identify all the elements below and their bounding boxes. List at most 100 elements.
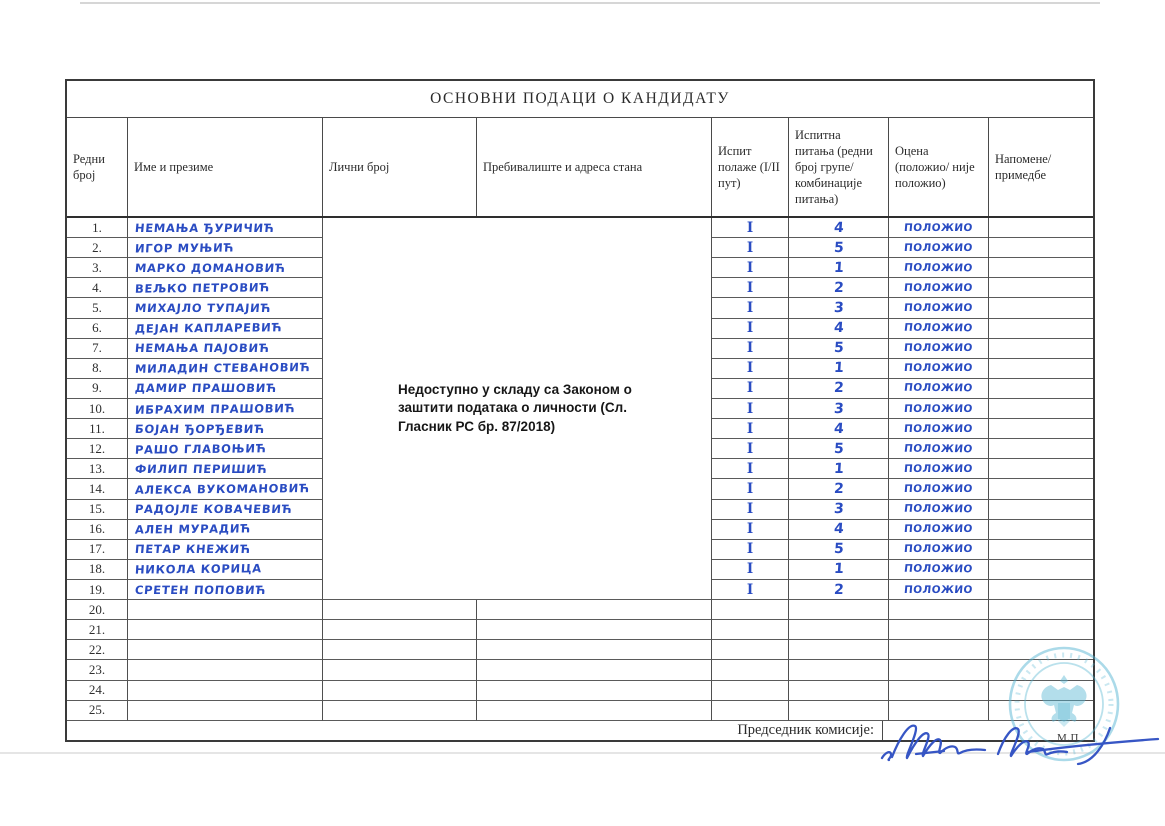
exam-question-cell: 1 xyxy=(789,559,889,580)
header-ordinal: Редни број xyxy=(67,118,128,216)
name-cell: СРЕТЕН ПОПОВИЋ xyxy=(128,579,323,601)
name-cell: АЛЕН МУРАДИЋ xyxy=(128,519,323,540)
exam-question-cell: 2 xyxy=(789,579,889,601)
notes-cell xyxy=(989,540,1093,560)
grade-cell: ПОЛОЖИО xyxy=(889,439,989,460)
name-cell xyxy=(128,660,323,681)
grade-cell xyxy=(889,620,989,641)
grade-cell: ПОЛОЖИО xyxy=(889,579,989,601)
exam-attempt-cell: I xyxy=(712,398,789,420)
exam-attempt-cell: I xyxy=(712,258,789,279)
exam-question-cell xyxy=(789,600,889,621)
name-cell: ПЕТАР КНЕЖИЋ xyxy=(128,539,323,560)
header-personal-id: Лични број xyxy=(323,118,477,216)
exam-question-cell xyxy=(789,620,889,641)
candidate-name: НЕМАЊА ПАЈОВИЋ xyxy=(134,341,271,356)
exam-question-value: 5 xyxy=(833,541,844,558)
exam-attempt-cell: I xyxy=(712,419,789,440)
exam-question-cell xyxy=(789,700,889,721)
grade-value: ПОЛОЖИО xyxy=(903,221,974,234)
name-cell: ДАМИР ПРАШОВИЋ xyxy=(128,378,323,399)
ordinal-cell: 15. xyxy=(67,499,128,520)
exam-question-value: 2 xyxy=(833,480,844,497)
exam-attempt-value: I xyxy=(746,480,754,497)
grade-cell: ПОЛОЖИО xyxy=(889,479,989,500)
name-cell: РАДОЈЛЕ КОВАЧЕВИЋ xyxy=(128,499,323,520)
notes-cell xyxy=(989,319,1093,339)
ordinal-value: 1. xyxy=(92,219,102,235)
grade-cell: ПОЛОЖИО xyxy=(889,358,989,379)
exam-attempt-value: I xyxy=(746,400,754,417)
header-exam-attempt: Испит полаже (I/II пут) xyxy=(712,118,789,216)
exam-question-value: 1 xyxy=(833,561,844,578)
ordinal-cell: 4. xyxy=(67,278,128,299)
name-cell: ИГОР МУЊИЋ xyxy=(128,238,323,259)
personal-id-cell xyxy=(323,660,477,681)
notes-cell xyxy=(989,459,1093,480)
grade-cell: ПОЛОЖИО xyxy=(889,398,989,420)
exam-attempt-value: I xyxy=(746,521,754,538)
grade-cell: ПОЛОЖИО xyxy=(889,278,989,299)
exam-question-value: 2 xyxy=(833,279,844,296)
notes-cell xyxy=(989,298,1093,319)
name-cell: МИХАЈЛО ТУПАЈИЋ xyxy=(128,298,323,319)
exam-attempt-cell: I xyxy=(712,579,789,601)
ordinal-value: 23. xyxy=(88,661,106,677)
name-cell: НИКОЛА КОРИЦА xyxy=(128,559,323,580)
candidate-name: МАРКО ДОМАНОВИЋ xyxy=(134,260,287,275)
exam-question-cell: 1 xyxy=(789,459,889,480)
ordinal-value: 22. xyxy=(88,641,106,657)
ordinal-cell: 9. xyxy=(67,378,128,399)
grade-cell: ПОЛОЖИО xyxy=(889,499,989,520)
candidate-name: РАШО ГЛАВОЊИЋ xyxy=(134,441,267,457)
exam-question-cell: 4 xyxy=(789,318,889,339)
ordinal-cell: 14. xyxy=(67,479,128,500)
scan-artifact-top xyxy=(80,2,1100,4)
candidate-name: НЕМАЊА ЂУРИЧИЋ xyxy=(134,220,276,235)
candidate-name: БОЈАН ЂОРЂЕВИЋ xyxy=(134,421,266,436)
signature-zone: М.П xyxy=(882,720,1093,744)
exam-question-cell: 5 xyxy=(789,439,889,460)
ordinal-value: 16. xyxy=(88,521,106,537)
table-row: 21. xyxy=(67,620,1093,641)
ordinal-value: 7. xyxy=(92,340,102,356)
grade-value: ПОЛОЖИО xyxy=(903,442,974,456)
name-cell: РАШО ГЛАВОЊИЋ xyxy=(128,439,323,460)
header-notes: Напомене/ примедбе xyxy=(995,152,1052,182)
candidate-name: МИХАЈЛО ТУПАЈИЋ xyxy=(134,300,272,315)
notes-cell xyxy=(989,218,1093,239)
ordinal-value: 2. xyxy=(92,239,102,255)
grade-value: ПОЛОЖИО xyxy=(903,321,974,335)
exam-attempt-value: I xyxy=(746,239,754,256)
table-row: 14. АЛЕКСА ВУКОМАНОВИЋ I 2 ПОЛОЖИО xyxy=(67,479,1093,500)
grade-cell: ПОЛОЖИО xyxy=(889,419,989,440)
exam-question-value: 4 xyxy=(833,320,844,337)
exam-question-value: 3 xyxy=(833,501,844,518)
exam-question-value: 4 xyxy=(833,420,844,437)
candidate-name: РАДОЈЛЕ КОВАЧЕВИЋ xyxy=(134,502,294,517)
exam-question-cell: 5 xyxy=(789,338,889,359)
exam-question-value: 2 xyxy=(833,581,844,598)
ordinal-value: 15. xyxy=(88,501,106,517)
page-title: ОСНОВНИ ПОДАЦИ О КАНДИДАТУ xyxy=(67,81,1093,118)
personal-id-cell xyxy=(323,680,477,701)
ordinal-cell: 22. xyxy=(67,640,128,661)
ordinal-value: 5. xyxy=(92,299,102,315)
exam-attempt-cell: I xyxy=(712,519,789,540)
candidate-name: АЛЕН МУРАДИЋ xyxy=(134,521,252,537)
exam-attempt-cell xyxy=(712,640,789,661)
notes-cell xyxy=(989,278,1093,299)
residence-cell xyxy=(477,640,712,661)
grade-value: ПОЛОЖИО xyxy=(903,402,974,415)
notes-cell xyxy=(989,520,1093,540)
table-row: 6. ДЕЈАН КАПЛАРЕВИЋ I 4 ПОЛОЖИО xyxy=(67,318,1093,339)
candidate-name: СРЕТЕН ПОПОВИЋ xyxy=(134,582,267,597)
exam-question-cell: 5 xyxy=(789,238,889,259)
residence-cell xyxy=(477,700,712,721)
exam-attempt-value: I xyxy=(746,320,754,337)
notes-cell xyxy=(989,580,1093,601)
name-cell xyxy=(128,680,323,701)
exam-attempt-value: I xyxy=(746,219,754,236)
notes-cell xyxy=(989,600,1093,621)
exam-attempt-cell xyxy=(712,620,789,641)
